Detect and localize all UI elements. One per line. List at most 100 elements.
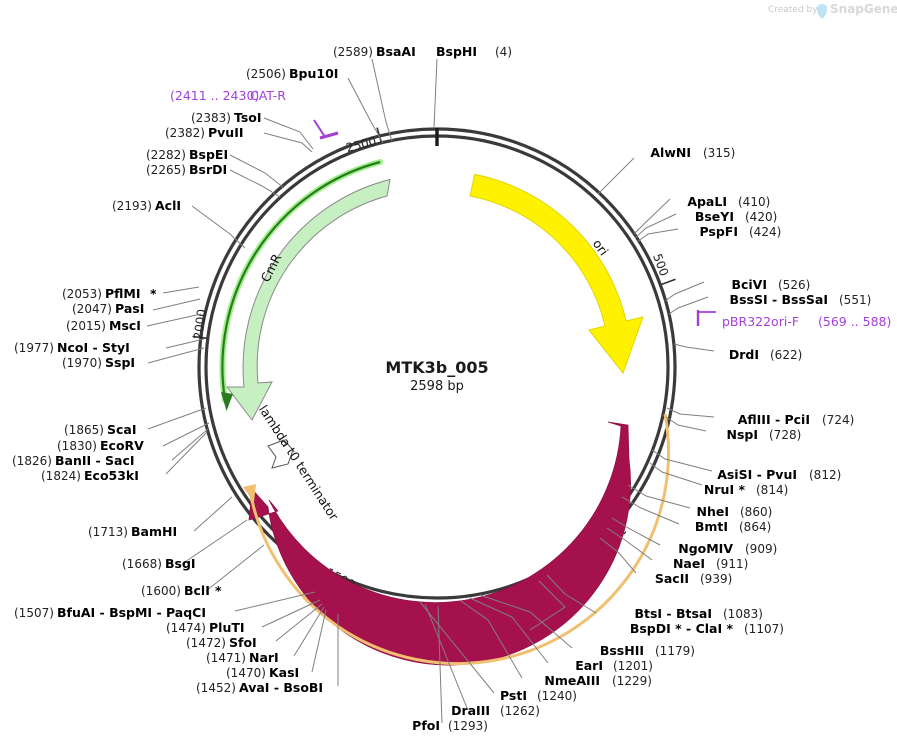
enzyme-label-naei[interactable]: NaeI (911) bbox=[673, 556, 748, 571]
enzyme-name: SacII bbox=[655, 571, 689, 586]
enzyme-position: (622) bbox=[770, 348, 802, 362]
enzyme-label-nrui[interactable]: NruI * (814) bbox=[704, 482, 788, 497]
feature-lambda-t0-terminator[interactable]: lambda t0 terminator bbox=[256, 402, 342, 523]
enzyme-label-ecorv[interactable]: (1830) EcoRV bbox=[57, 438, 144, 453]
enzyme-label-bspdi[interactable]: BspDI * - ClaI * (1107) bbox=[630, 621, 784, 636]
enzyme-name: AflIII - PciI bbox=[738, 412, 810, 427]
enzyme-label-pasi[interactable]: (2047) PasI bbox=[72, 301, 144, 316]
enzyme-name: BseYI bbox=[695, 209, 734, 224]
enzyme-label-nspi[interactable]: NspI (728) bbox=[726, 427, 801, 442]
primer-marker-cat-r[interactable] bbox=[313, 119, 339, 140]
snapgene-watermark: Created by SnapGene bbox=[768, 2, 897, 19]
enzyme-label-bsphi[interactable]: BspHI (4) bbox=[436, 44, 512, 59]
enzyme-label-eco53ki[interactable]: (1824) Eco53kI bbox=[41, 468, 139, 483]
enzyme-position: (2589) bbox=[333, 45, 373, 59]
enzyme-label-bspei[interactable]: (2282) BspEI bbox=[146, 147, 228, 162]
enzyme-name: PvuII bbox=[208, 125, 244, 140]
enzyme-name: TsoI bbox=[234, 110, 262, 125]
enzyme-label-alwni[interactable]: AlwNI (315) bbox=[650, 145, 735, 160]
enzyme-label-eari[interactable]: EarI (1201) bbox=[575, 658, 653, 673]
enzyme-label-bsaai[interactable]: (2589) BsaAI bbox=[333, 44, 416, 59]
enzyme-name: BanII - SacI bbox=[55, 453, 135, 468]
enzyme-name: KasI bbox=[269, 665, 299, 680]
enzyme-position: (551) bbox=[839, 293, 871, 307]
enzyme-label-avai[interactable]: (1452) AvaI - BsoBI bbox=[196, 680, 323, 695]
enzyme-label-kasi[interactable]: (1470) KasI bbox=[226, 665, 299, 680]
enzyme-label-bamhi[interactable]: (1713) BamHI bbox=[88, 524, 177, 539]
enzyme-label-bsgi[interactable]: (1668) BsgI bbox=[122, 556, 196, 571]
enzyme-label-pfoi[interactable]: PfoI (1293) bbox=[412, 718, 488, 733]
feature-irfp670[interactable]: iRFP670 bbox=[248, 421, 631, 666]
enzyme-position: (1293) bbox=[448, 719, 488, 733]
enzyme-label-pvuii[interactable]: (2382) PvuII bbox=[165, 125, 244, 140]
enzyme-name: PspFI bbox=[699, 224, 738, 239]
enzyme-position: (2282) bbox=[146, 148, 186, 162]
enzyme-position: (814) bbox=[756, 483, 788, 497]
enzyme-label-scai[interactable]: (1865) ScaI bbox=[64, 422, 137, 437]
enzyme-label-bcivi[interactable]: BciVI (526) bbox=[731, 277, 810, 292]
enzyme-label-bcli[interactable]: (1600) BclI * bbox=[141, 583, 222, 598]
enzyme-label-bsshii[interactable]: BssHII (1179) bbox=[600, 643, 695, 658]
feature-label-irfp670: iRFP670 bbox=[441, 550, 493, 572]
enzyme-label-tsoi[interactable]: (2383) TsoI bbox=[191, 110, 262, 125]
snapgene-logo-icon bbox=[817, 4, 827, 19]
enzyme-label-psti[interactable]: PstI (1240) bbox=[500, 688, 577, 703]
enzyme-label-bfuai[interactable]: (1507) BfuAI - BspMI - PaqCI bbox=[14, 605, 206, 620]
enzyme-label-afliii[interactable]: AflIII - PciI (724) bbox=[738, 412, 855, 427]
enzyme-position: (1970) bbox=[62, 356, 102, 370]
watermark-prefix: Created by bbox=[768, 5, 818, 15]
enzyme-position: (1452) bbox=[196, 681, 236, 695]
enzyme-label-draiii[interactable]: DraIII (1262) bbox=[451, 703, 540, 718]
enzyme-name: SspI bbox=[105, 355, 135, 370]
enzyme-label-apali[interactable]: ApaLI (410) bbox=[687, 194, 770, 209]
enzyme-label-bsrdi[interactable]: (2265) BsrDI bbox=[146, 162, 227, 177]
feature-cmr-promoter-arrow bbox=[219, 159, 383, 411]
enzyme-label-pspfi[interactable]: PspFI (424) bbox=[699, 224, 781, 239]
enzyme-label-sfoi[interactable]: (1472) SfoI bbox=[186, 635, 257, 650]
plasmid-name: MTK3b_005 bbox=[385, 358, 488, 377]
primer-label-cat-r[interactable]: (2411 .. 2430) CAT-R bbox=[170, 88, 286, 103]
enzyme-label-asisi[interactable]: AsiSI - PvuI (812) bbox=[717, 467, 841, 482]
enzyme-position: (1507) bbox=[14, 606, 54, 620]
enzyme-label-sspi[interactable]: (1970) SspI bbox=[62, 355, 135, 370]
feature-ori[interactable]: ori bbox=[469, 173, 644, 375]
enzyme-label-btsi[interactable]: BtsI - BtsaI (1083) bbox=[634, 606, 762, 621]
enzyme-name: Eco53kI bbox=[84, 468, 139, 483]
enzyme-label-nmeaiii[interactable]: NmeAIII (1229) bbox=[544, 673, 652, 688]
enzyme-name: BmtI bbox=[695, 519, 728, 534]
watermark-brand: SnapGene bbox=[830, 2, 897, 16]
enzyme-name: BsaAI bbox=[376, 44, 416, 59]
enzyme-label-acli[interactable]: (2193) AclI bbox=[112, 198, 181, 213]
enzyme-position: (315) bbox=[703, 146, 735, 160]
enzyme-label-ngomiv[interactable]: NgoMIV (909) bbox=[678, 541, 777, 556]
primer-label-pbr322ori-f[interactable]: pBR322ori-F (569 .. 588) bbox=[722, 314, 891, 329]
enzyme-name: PasI bbox=[115, 301, 144, 316]
enzyme-name: BspDI * - ClaI * bbox=[630, 621, 734, 636]
enzyme-position: (1179) bbox=[655, 644, 695, 658]
enzyme-label-bseyi[interactable]: BseYI (420) bbox=[695, 209, 777, 224]
primer-marker-pbr322ori-f[interactable] bbox=[696, 310, 716, 326]
enzyme-position: (1472) bbox=[186, 636, 226, 650]
enzyme-name: AvaI - BsoBI bbox=[239, 680, 323, 695]
ruler-tick-2000: 2000 bbox=[191, 308, 209, 340]
enzyme-label-bmti[interactable]: BmtI (864) bbox=[695, 519, 771, 534]
enzyme-label-drdi[interactable]: DrdI (622) bbox=[729, 347, 802, 362]
enzyme-label-banii[interactable]: (1826) BanII - SacI bbox=[12, 453, 135, 468]
enzyme-label-pluti[interactable]: (1474) PluTI bbox=[166, 620, 245, 635]
enzyme-label-ncoi[interactable]: (1977) NcoI - StyI bbox=[14, 340, 130, 355]
enzyme-position: (1201) bbox=[613, 659, 653, 673]
enzyme-position: (1471) bbox=[206, 651, 246, 665]
feature-cmr[interactable]: CmR bbox=[225, 178, 391, 421]
enzyme-label-sacii[interactable]: SacII (939) bbox=[655, 571, 732, 586]
enzyme-name: MscI bbox=[109, 318, 141, 333]
enzyme-label-pflmi[interactable]: (2053) PflMI * bbox=[62, 286, 157, 301]
enzyme-label-bpu10i[interactable]: (2506) Bpu10I bbox=[246, 66, 338, 81]
enzyme-label-nari[interactable]: (1471) NarI bbox=[206, 650, 279, 665]
enzyme-label-bsssi[interactable]: BssSI - BssSaI (551) bbox=[730, 292, 872, 307]
enzyme-position: (911) bbox=[716, 557, 748, 571]
enzyme-name: AlwNI bbox=[650, 145, 691, 160]
enzyme-label-msci[interactable]: (2015) MscI bbox=[66, 318, 141, 333]
enzyme-label-nhei[interactable]: NheI (860) bbox=[697, 504, 773, 519]
